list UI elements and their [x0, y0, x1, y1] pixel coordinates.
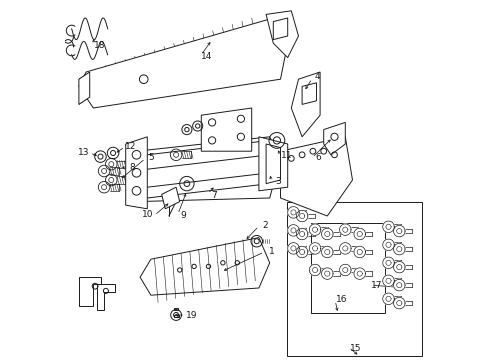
Polygon shape [79, 277, 101, 306]
Text: 7: 7 [211, 191, 216, 199]
Polygon shape [321, 246, 332, 258]
Polygon shape [173, 315, 178, 317]
Text: 5: 5 [148, 153, 154, 162]
Polygon shape [393, 261, 404, 273]
Polygon shape [140, 238, 269, 295]
Polygon shape [309, 264, 320, 276]
Polygon shape [393, 297, 404, 309]
Polygon shape [393, 225, 404, 237]
Polygon shape [393, 279, 404, 291]
Polygon shape [382, 257, 393, 269]
Polygon shape [339, 264, 350, 276]
Text: 1: 1 [268, 247, 274, 256]
Text: 13: 13 [77, 148, 89, 157]
Polygon shape [353, 246, 365, 258]
Text: 12: 12 [125, 142, 137, 151]
Text: 18: 18 [94, 41, 106, 50]
Text: 11: 11 [281, 151, 292, 160]
Polygon shape [79, 72, 89, 104]
Text: 14: 14 [201, 53, 212, 62]
Text: 8: 8 [129, 163, 135, 172]
Polygon shape [353, 228, 365, 240]
Polygon shape [296, 210, 307, 222]
Polygon shape [309, 243, 320, 254]
Text: 4: 4 [314, 72, 319, 81]
Polygon shape [339, 224, 350, 235]
Polygon shape [382, 239, 393, 251]
Polygon shape [287, 243, 299, 254]
Text: 6: 6 [315, 153, 321, 162]
Polygon shape [201, 108, 251, 151]
Polygon shape [79, 18, 287, 108]
Polygon shape [296, 246, 307, 258]
Polygon shape [125, 137, 280, 202]
Polygon shape [321, 268, 332, 279]
Polygon shape [258, 137, 287, 191]
Polygon shape [382, 275, 393, 287]
Polygon shape [291, 72, 320, 137]
Polygon shape [287, 225, 299, 236]
Polygon shape [382, 221, 393, 233]
Polygon shape [353, 268, 365, 279]
Polygon shape [339, 243, 350, 254]
Polygon shape [97, 284, 115, 310]
Polygon shape [393, 243, 404, 255]
Polygon shape [382, 293, 393, 305]
Polygon shape [162, 187, 179, 209]
Polygon shape [125, 137, 147, 209]
Polygon shape [287, 207, 299, 218]
Text: 3: 3 [275, 177, 280, 186]
Text: 16: 16 [335, 295, 347, 304]
Polygon shape [321, 228, 332, 240]
Text: 17: 17 [370, 281, 382, 290]
Text: 15: 15 [349, 344, 361, 353]
Polygon shape [296, 228, 307, 240]
Polygon shape [309, 224, 320, 235]
Polygon shape [323, 122, 345, 155]
Text: 10: 10 [142, 210, 153, 220]
Text: 9: 9 [180, 211, 186, 220]
Text: 2: 2 [262, 220, 267, 230]
Polygon shape [265, 11, 298, 58]
Text: 19: 19 [185, 310, 197, 320]
Polygon shape [280, 137, 352, 216]
Polygon shape [174, 308, 178, 310]
